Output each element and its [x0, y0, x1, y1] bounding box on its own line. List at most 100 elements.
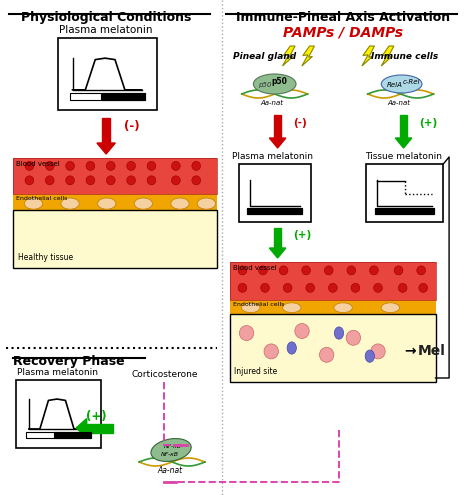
Circle shape — [46, 161, 54, 170]
Bar — [273, 115, 282, 138]
Circle shape — [25, 161, 34, 170]
Circle shape — [106, 161, 115, 170]
Text: Endothelial cells: Endothelial cells — [16, 196, 67, 201]
Circle shape — [419, 283, 428, 293]
Text: Tissue melatonin: Tissue melatonin — [365, 152, 442, 161]
Text: Recovery Phase: Recovery Phase — [13, 355, 125, 368]
Text: RelA: RelA — [387, 82, 403, 88]
Text: Blood vessel: Blood vessel — [233, 265, 277, 271]
Bar — [375, 208, 434, 214]
Bar — [247, 208, 302, 214]
Circle shape — [370, 266, 378, 275]
Text: Plasma melatonin: Plasma melatonin — [232, 152, 313, 161]
Ellipse shape — [197, 198, 216, 209]
Bar — [87, 424, 113, 433]
Ellipse shape — [24, 198, 43, 209]
Text: Injured site: Injured site — [234, 367, 277, 376]
Circle shape — [347, 266, 356, 275]
Ellipse shape — [151, 439, 191, 461]
Ellipse shape — [61, 198, 79, 209]
Text: PAMPs / DAMPs: PAMPs / DAMPs — [283, 26, 403, 40]
Text: p50: p50 — [258, 82, 272, 88]
Ellipse shape — [264, 344, 278, 359]
Circle shape — [259, 266, 267, 275]
Ellipse shape — [239, 326, 254, 341]
Circle shape — [192, 176, 201, 185]
Text: Endothelial cells: Endothelial cells — [233, 302, 284, 307]
Circle shape — [66, 161, 74, 170]
Circle shape — [147, 161, 156, 170]
Circle shape — [46, 176, 54, 185]
Bar — [54, 432, 91, 439]
Circle shape — [238, 266, 247, 275]
Bar — [230, 262, 436, 300]
Bar — [247, 208, 302, 214]
Text: Immune cells: Immune cells — [371, 52, 438, 61]
Ellipse shape — [319, 347, 334, 362]
Bar — [230, 262, 436, 300]
Text: (-): (-) — [124, 120, 139, 133]
Polygon shape — [283, 46, 295, 66]
Bar — [101, 93, 145, 100]
Text: NF-κB: NF-κB — [161, 452, 179, 457]
Polygon shape — [97, 143, 115, 154]
Bar — [13, 210, 217, 268]
Polygon shape — [269, 138, 286, 148]
Circle shape — [279, 266, 288, 275]
Ellipse shape — [365, 350, 374, 362]
Bar — [366, 164, 443, 222]
Text: Pineal gland: Pineal gland — [233, 52, 297, 61]
Bar — [13, 158, 217, 194]
Text: Plasma melatonin: Plasma melatonin — [59, 25, 153, 35]
Circle shape — [324, 266, 333, 275]
Text: Aa-nat: Aa-nat — [387, 100, 410, 106]
Text: (+): (+) — [419, 118, 438, 128]
Ellipse shape — [381, 75, 422, 93]
Text: Physiological Conditions: Physiological Conditions — [21, 11, 191, 24]
Text: c-Rel: c-Rel — [402, 79, 420, 85]
Circle shape — [328, 283, 337, 293]
Circle shape — [86, 176, 95, 185]
Circle shape — [417, 266, 426, 275]
Polygon shape — [362, 46, 374, 66]
Text: Blood vessel: Blood vessel — [16, 161, 60, 167]
Text: Plasma melatonin: Plasma melatonin — [17, 368, 98, 377]
Circle shape — [127, 176, 136, 185]
Text: (-): (-) — [293, 118, 307, 128]
Ellipse shape — [171, 198, 189, 209]
Text: Mel: Mel — [418, 344, 446, 358]
Circle shape — [25, 176, 34, 185]
Ellipse shape — [241, 303, 260, 313]
Bar — [400, 115, 408, 138]
Circle shape — [374, 283, 383, 293]
Circle shape — [172, 161, 180, 170]
Bar — [375, 208, 434, 214]
Circle shape — [238, 283, 247, 293]
Text: Immune-Pineal Axis Activation: Immune-Pineal Axis Activation — [237, 11, 451, 24]
Bar — [13, 158, 217, 194]
Ellipse shape — [98, 198, 116, 209]
Bar — [230, 300, 436, 314]
Ellipse shape — [371, 344, 385, 359]
Circle shape — [394, 266, 403, 275]
Bar — [273, 228, 282, 248]
Bar — [239, 164, 310, 222]
Circle shape — [172, 176, 180, 185]
Circle shape — [66, 176, 74, 185]
Circle shape — [192, 161, 201, 170]
Text: NF-κB: NF-κB — [164, 444, 182, 448]
Circle shape — [398, 283, 407, 293]
Ellipse shape — [334, 303, 352, 313]
Polygon shape — [302, 46, 314, 66]
Text: Aa-nat: Aa-nat — [260, 100, 283, 106]
Circle shape — [106, 176, 115, 185]
Circle shape — [302, 266, 310, 275]
Polygon shape — [395, 138, 412, 148]
Text: →: → — [404, 344, 416, 358]
Bar — [26, 432, 91, 439]
Ellipse shape — [254, 74, 296, 94]
Polygon shape — [269, 248, 286, 258]
Circle shape — [127, 161, 136, 170]
Polygon shape — [381, 46, 394, 66]
Text: (+): (+) — [293, 230, 311, 240]
